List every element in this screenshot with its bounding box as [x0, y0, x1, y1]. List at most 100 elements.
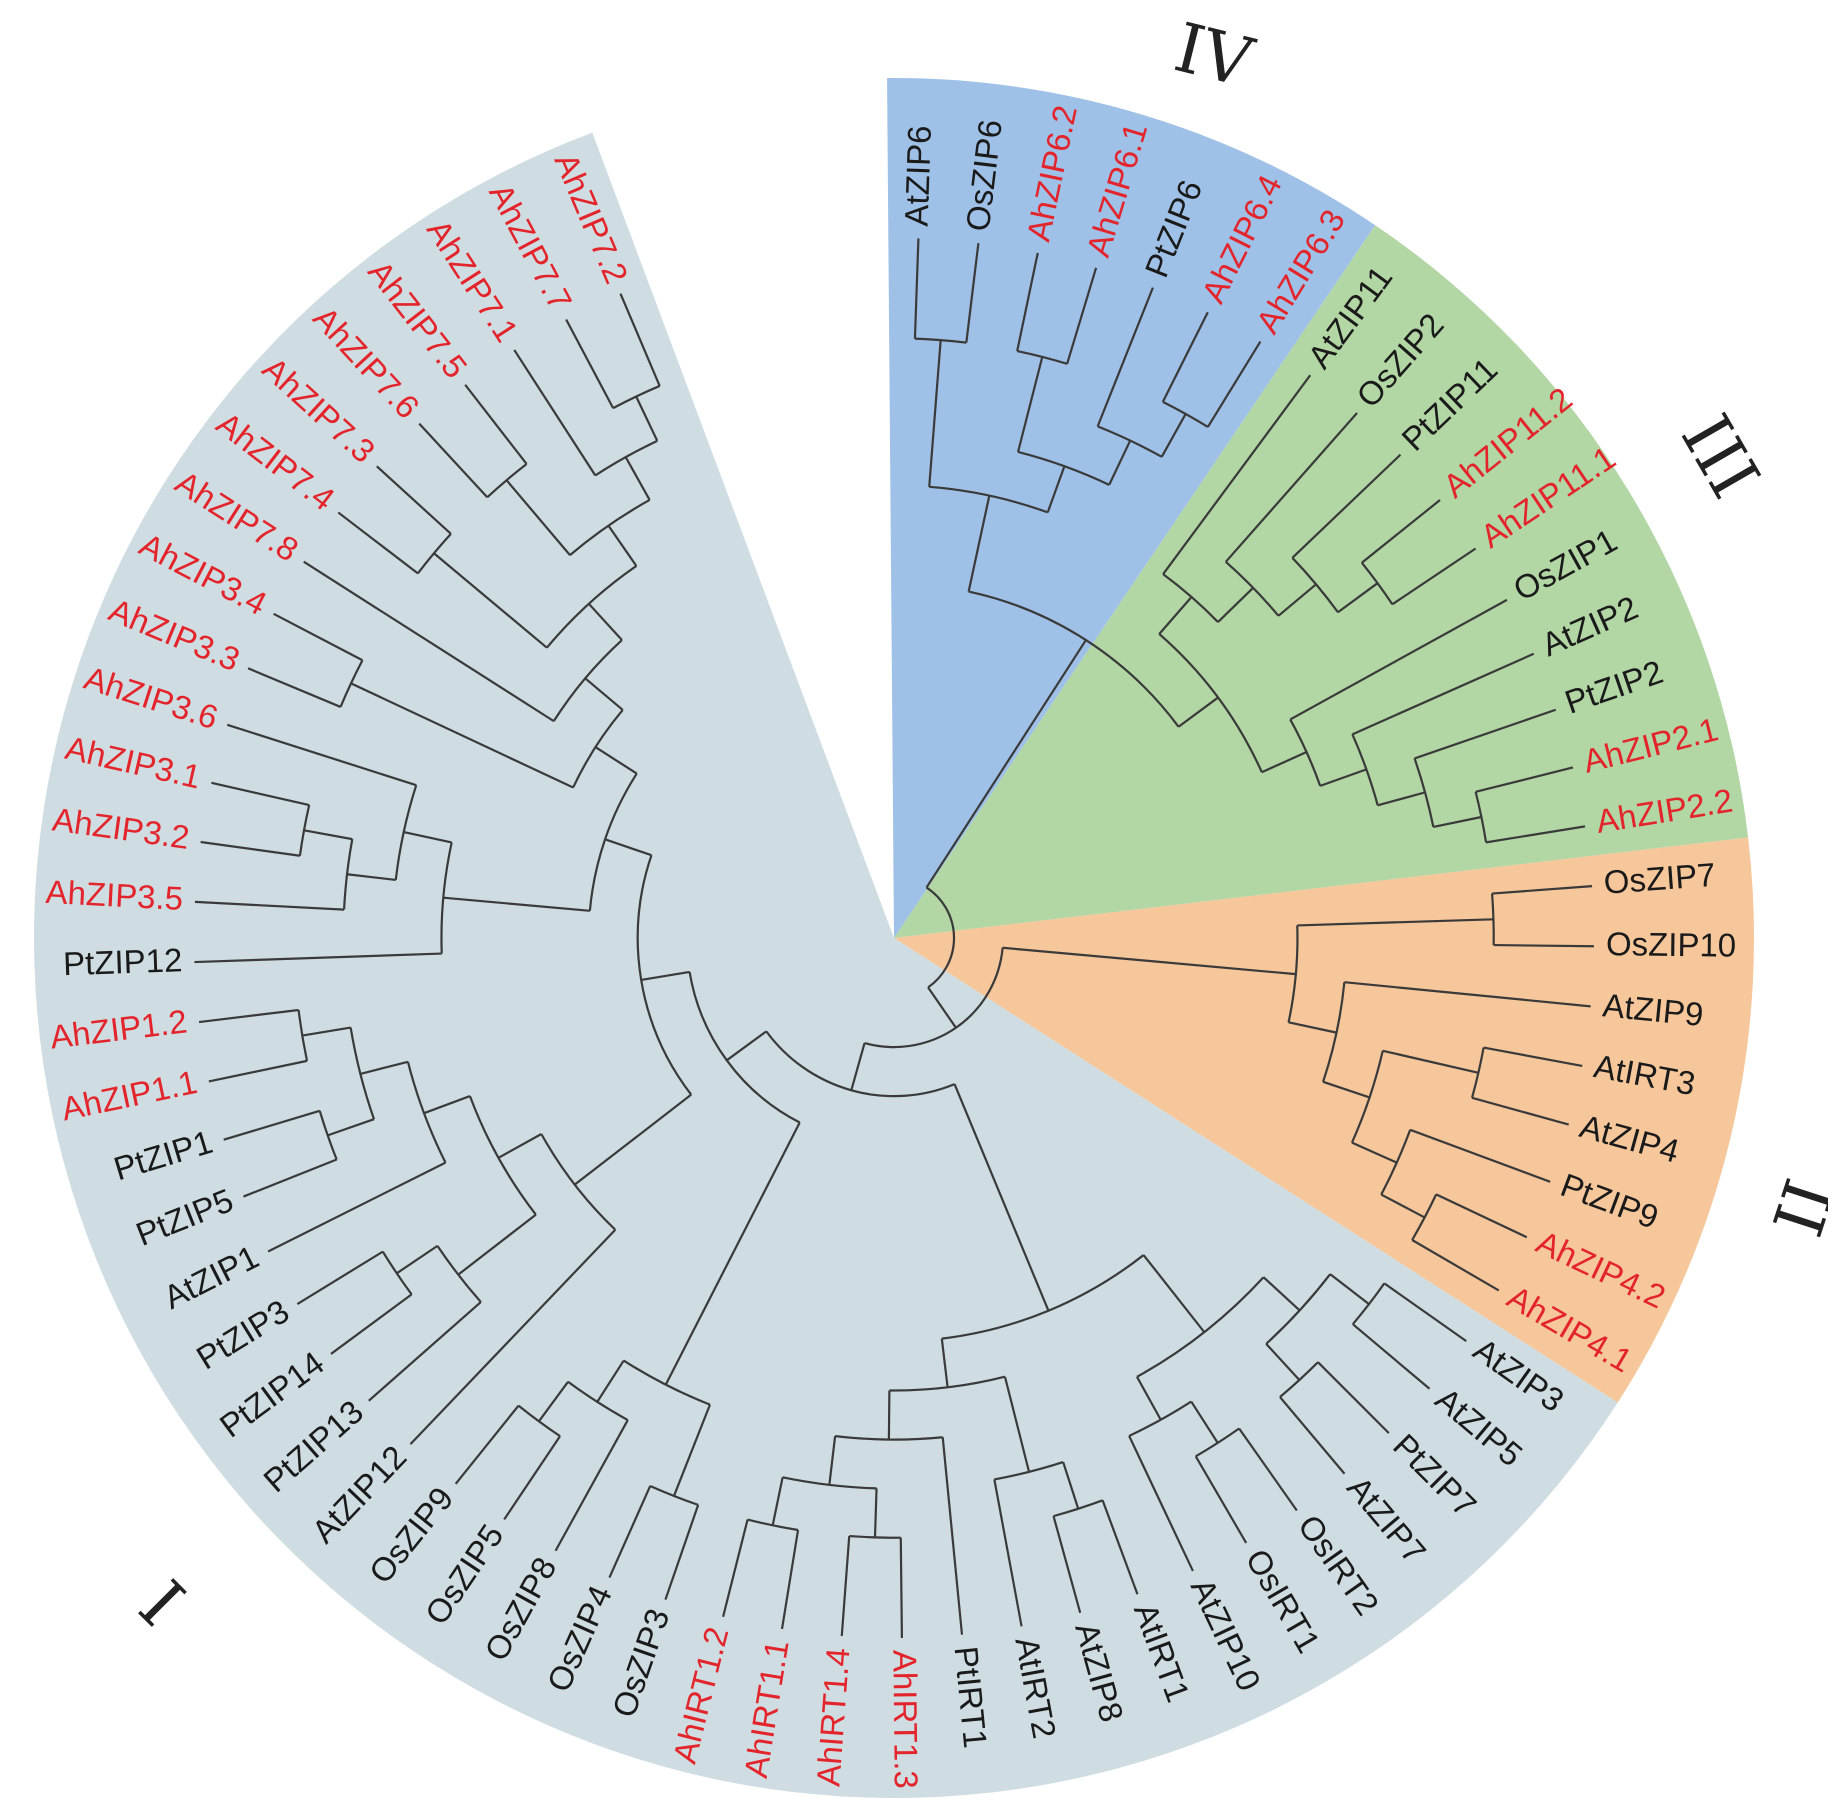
branch-line — [913, 238, 920, 339]
branch-line — [1066, 267, 1098, 365]
branch-line — [505, 479, 571, 556]
branch-line — [596, 1359, 625, 1403]
branch-line — [1279, 1396, 1346, 1475]
branch-line — [1160, 413, 1187, 458]
tree-branches — [194, 238, 1594, 1638]
branch-line — [418, 422, 489, 499]
branch-line — [1391, 547, 1477, 606]
branch-line — [953, 1083, 1050, 1312]
branch-line — [993, 1479, 1023, 1627]
branch-line — [967, 495, 991, 592]
branch-line — [780, 1529, 800, 1630]
branch-line — [1265, 1343, 1301, 1381]
branch-line — [664, 1504, 700, 1600]
branch-line — [1322, 1080, 1370, 1099]
branch-arc — [864, 947, 1004, 1049]
branch-arc — [1136, 1276, 1265, 1378]
branch-line — [538, 1381, 569, 1422]
leaf-label-ptzip12: PtZIP12 — [63, 941, 183, 982]
clade-sector-iv — [887, 78, 1376, 938]
branch-line — [588, 603, 623, 641]
branch-line — [619, 293, 661, 387]
clade-label-iii: III — [1665, 402, 1774, 511]
branch-line — [1297, 918, 1494, 927]
branch-arc — [636, 854, 693, 1096]
clade-label-i: I — [127, 1563, 202, 1638]
branch-line — [457, 1213, 537, 1276]
branch-line — [194, 952, 442, 964]
branch-line — [1352, 1323, 1431, 1390]
branch-line — [928, 339, 942, 487]
branch-arc — [546, 565, 638, 649]
branch-line — [1190, 1400, 1219, 1444]
branch-line — [828, 1436, 837, 1485]
branch-line — [443, 896, 590, 912]
branch-line — [608, 1485, 652, 1579]
branch-line — [198, 1008, 299, 1024]
branch-line — [1128, 1435, 1194, 1572]
branch-line — [1101, 1499, 1139, 1595]
branch-arc — [765, 1030, 955, 1098]
branch-line — [454, 1404, 520, 1485]
branch-arc — [968, 590, 1180, 728]
branch-arc — [889, 1375, 1006, 1392]
branch-line — [1471, 1096, 1569, 1126]
branch-arc — [406, 1061, 447, 1164]
branch-line — [403, 830, 452, 844]
branch-line — [1142, 1254, 1206, 1333]
branch-line — [208, 1059, 308, 1083]
branch-line — [1289, 598, 1508, 721]
branch-arc — [1162, 573, 1219, 623]
branch-line — [1062, 1461, 1080, 1510]
branch-line — [1291, 453, 1402, 559]
branch-line — [296, 1250, 384, 1305]
leaf-label-ahirt1-3: AhIRT1.3 — [886, 1650, 925, 1789]
branch-line — [1096, 287, 1154, 427]
branch-arc — [1350, 1050, 1384, 1144]
branch-line — [330, 1293, 413, 1355]
branch-arc — [540, 1133, 617, 1231]
branch-line — [1382, 1049, 1479, 1074]
branch-line — [1317, 1361, 1390, 1434]
branch-line — [1161, 311, 1209, 403]
branch-line — [1414, 708, 1557, 760]
branch-line — [1351, 1141, 1398, 1164]
branch-arc — [782, 1476, 877, 1490]
branch-arc — [572, 709, 624, 788]
branch-arc — [941, 1254, 1145, 1340]
branch-line — [1351, 652, 1535, 736]
branch-line — [1380, 1193, 1426, 1219]
branch-line — [1016, 252, 1039, 352]
branch-line — [1002, 946, 1296, 976]
branch-line — [641, 970, 690, 982]
branch-arc — [318, 1110, 338, 1160]
branch-arc — [1017, 450, 1110, 486]
branch-line — [1485, 825, 1586, 844]
clade-sectors — [33, 78, 1754, 1799]
branch-line — [194, 900, 345, 911]
branch-line — [247, 667, 341, 708]
branch-line — [211, 781, 310, 807]
branch-line — [1224, 412, 1358, 563]
branch-arc — [486, 463, 528, 499]
branch-line — [624, 456, 651, 501]
branch-line — [941, 1437, 964, 1635]
branch-arc — [440, 842, 453, 954]
branch-line — [302, 1026, 351, 1037]
branch-arc — [1289, 718, 1322, 787]
clade-sector-ii — [894, 837, 1754, 1403]
branch-line — [574, 1093, 692, 1186]
branch-line — [722, 1519, 749, 1618]
branch-line — [635, 396, 659, 442]
branch-line — [243, 1158, 338, 1198]
branch-line — [965, 242, 980, 343]
branch-line — [1492, 885, 1593, 895]
branch-arc — [1351, 733, 1379, 806]
branch-line — [1003, 1376, 1031, 1473]
branch-line — [327, 1118, 375, 1137]
branch-arc — [929, 485, 1049, 514]
branch-line — [503, 1435, 561, 1521]
branch-arc — [342, 838, 354, 910]
branch-line — [887, 1390, 891, 1440]
branch-line — [267, 1161, 446, 1253]
